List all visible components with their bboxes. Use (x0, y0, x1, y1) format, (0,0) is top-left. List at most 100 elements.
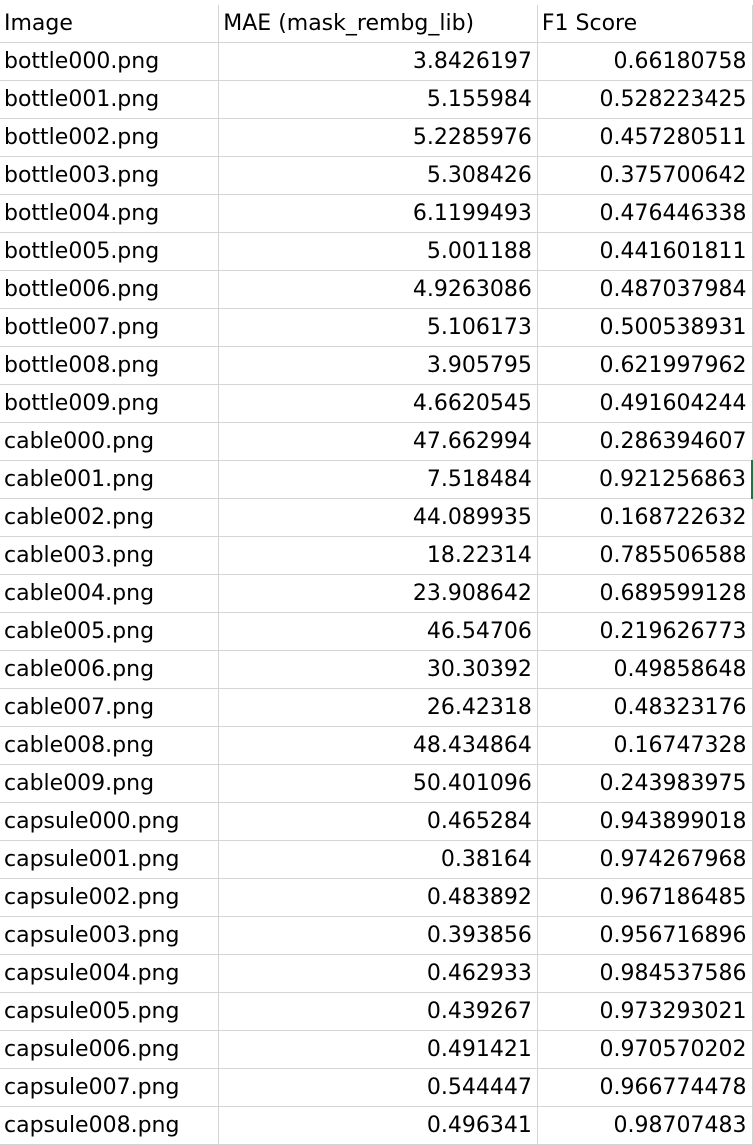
table-row: cable001.png 7.518484 0.921256863 (0, 460, 753, 499)
cell-f1-value[interactable]: 0.48323176 (537, 688, 753, 727)
cell-f1-value[interactable]: 0.487037984 (537, 270, 753, 309)
cell-f1-value[interactable]: 0.491604244 (537, 384, 753, 423)
cell-f1-value[interactable]: 0.956716896 (537, 916, 753, 955)
header-cell-f1[interactable]: F1 Score (537, 5, 753, 43)
table-row: bottle009.png 4.6620545 0.491604244 (0, 384, 753, 423)
cell-mae-value[interactable]: 47.662994 (218, 422, 538, 461)
cell-mae-value[interactable]: 3.8426197 (218, 42, 538, 81)
cell-image-name[interactable]: bottle000.png (0, 42, 220, 81)
cell-f1-value[interactable]: 0.375700642 (537, 156, 753, 195)
cell-image-name[interactable]: capsule003.png (0, 916, 220, 955)
table-row: capsule003.png 0.393856 0.956716896 (0, 916, 753, 955)
cell-mae-value[interactable]: 50.401096 (218, 764, 538, 803)
table-row: bottle001.png 5.155984 0.528223425 (0, 80, 753, 119)
cell-mae-value[interactable]: 0.483892 (218, 878, 538, 917)
cell-mae-value[interactable]: 30.30392 (218, 650, 538, 689)
cell-image-name[interactable]: cable002.png (0, 498, 220, 537)
table-row: cable003.png 18.22314 0.785506588 (0, 536, 753, 575)
cell-f1-value[interactable]: 0.243983975 (537, 764, 753, 803)
cell-f1-value[interactable]: 0.286394607 (537, 422, 753, 461)
cell-image-name[interactable]: capsule008.png (0, 1106, 220, 1145)
cell-mae-value[interactable]: 0.439267 (218, 992, 538, 1031)
cell-image-name[interactable]: capsule004.png (0, 954, 220, 993)
table-row: cable007.png 26.42318 0.48323176 (0, 688, 753, 727)
cell-image-name[interactable]: cable007.png (0, 688, 220, 727)
cell-mae-value[interactable]: 4.9263086 (218, 270, 538, 309)
cell-f1-value[interactable]: 0.98707483 (537, 1106, 753, 1145)
cell-f1-value[interactable]: 0.457280511 (537, 118, 753, 157)
cell-mae-value[interactable]: 18.22314 (218, 536, 538, 575)
cell-image-name[interactable]: cable001.png (0, 460, 220, 499)
cell-mae-value[interactable]: 6.1199493 (218, 194, 538, 233)
cell-f1-value[interactable]: 0.500538931 (537, 308, 753, 347)
cell-image-name[interactable]: bottle002.png (0, 118, 220, 157)
cell-mae-value[interactable]: 48.434864 (218, 726, 538, 765)
cell-mae-value[interactable]: 3.905795 (218, 346, 538, 385)
cell-image-name[interactable]: capsule006.png (0, 1030, 220, 1069)
table-row: bottle005.png 5.001188 0.441601811 (0, 232, 753, 271)
cell-mae-value[interactable]: 0.393856 (218, 916, 538, 955)
cell-image-name[interactable]: cable005.png (0, 612, 220, 651)
cell-f1-value[interactable]: 0.168722632 (537, 498, 753, 537)
cell-mae-value[interactable]: 5.001188 (218, 232, 538, 271)
cell-image-name[interactable]: cable008.png (0, 726, 220, 765)
cell-f1-value[interactable]: 0.16747328 (537, 726, 753, 765)
cell-image-name[interactable]: cable004.png (0, 574, 220, 613)
cell-f1-value[interactable]: 0.984537586 (537, 954, 753, 993)
cell-image-name[interactable]: cable009.png (0, 764, 220, 803)
cell-mae-value[interactable]: 0.544447 (218, 1068, 538, 1107)
cell-mae-value[interactable]: 5.106173 (218, 308, 538, 347)
table-row: bottle007.png 5.106173 0.500538931 (0, 308, 753, 347)
cell-image-name[interactable]: bottle006.png (0, 270, 220, 309)
cell-image-name[interactable]: capsule007.png (0, 1068, 220, 1107)
cell-mae-value[interactable]: 0.38164 (218, 840, 538, 879)
table-row: cable006.png 30.30392 0.49858648 (0, 650, 753, 689)
cell-image-name[interactable]: capsule005.png (0, 992, 220, 1031)
cell-image-name[interactable]: cable003.png (0, 536, 220, 575)
cell-image-name[interactable]: capsule001.png (0, 840, 220, 879)
cell-mae-value[interactable]: 0.496341 (218, 1106, 538, 1145)
cell-f1-value[interactable]: 0.49858648 (537, 650, 753, 689)
cell-image-name[interactable]: cable000.png (0, 422, 220, 461)
cell-mae-value[interactable]: 46.54706 (218, 612, 538, 651)
cell-image-name[interactable]: bottle007.png (0, 308, 220, 347)
cell-f1-value[interactable]: 0.973293021 (537, 992, 753, 1031)
cell-f1-value[interactable]: 0.689599128 (537, 574, 753, 613)
cell-f1-value[interactable]: 0.970570202 (537, 1030, 753, 1069)
cell-image-name[interactable]: cable006.png (0, 650, 220, 689)
cell-f1-value[interactable]: 0.943899018 (537, 802, 753, 841)
table-row: bottle006.png 4.9263086 0.487037984 (0, 270, 753, 309)
cell-image-name[interactable]: bottle001.png (0, 80, 220, 119)
cell-f1-value[interactable]: 0.967186485 (537, 878, 753, 917)
cell-image-name[interactable]: capsule000.png (0, 802, 220, 841)
cell-f1-value[interactable]: 0.785506588 (537, 536, 753, 575)
header-cell-image[interactable]: Image (0, 5, 220, 43)
cell-f1-value[interactable]: 0.441601811 (537, 232, 753, 271)
cell-f1-value[interactable]: 0.921256863 (537, 460, 753, 499)
cell-f1-value[interactable]: 0.621997962 (537, 346, 753, 385)
cell-f1-value[interactable]: 0.528223425 (537, 80, 753, 119)
cell-f1-value[interactable]: 0.974267968 (537, 840, 753, 879)
cell-f1-value[interactable]: 0.476446338 (537, 194, 753, 233)
cell-f1-value[interactable]: 0.219626773 (537, 612, 753, 651)
cell-mae-value[interactable]: 44.089935 (218, 498, 538, 537)
cell-mae-value[interactable]: 0.465284 (218, 802, 538, 841)
cell-image-name[interactable]: bottle005.png (0, 232, 220, 271)
cell-mae-value[interactable]: 23.908642 (218, 574, 538, 613)
cell-f1-value[interactable]: 0.966774478 (537, 1068, 753, 1107)
cell-mae-value[interactable]: 26.42318 (218, 688, 538, 727)
cell-image-name[interactable]: bottle008.png (0, 346, 220, 385)
cell-mae-value[interactable]: 5.308426 (218, 156, 538, 195)
cell-image-name[interactable]: bottle004.png (0, 194, 220, 233)
cell-image-name[interactable]: capsule002.png (0, 878, 220, 917)
cell-f1-value[interactable]: 0.66180758 (537, 42, 753, 81)
cell-mae-value[interactable]: 0.462933 (218, 954, 538, 993)
header-cell-mae[interactable]: MAE (mask_rembg_lib) (218, 5, 538, 43)
cell-mae-value[interactable]: 7.518484 (218, 460, 538, 499)
cell-image-name[interactable]: bottle003.png (0, 156, 220, 195)
cell-image-name[interactable]: bottle009.png (0, 384, 220, 423)
cell-mae-value[interactable]: 5.2285976 (218, 118, 538, 157)
cell-mae-value[interactable]: 5.155984 (218, 80, 538, 119)
cell-mae-value[interactable]: 0.491421 (218, 1030, 538, 1069)
cell-mae-value[interactable]: 4.6620545 (218, 384, 538, 423)
